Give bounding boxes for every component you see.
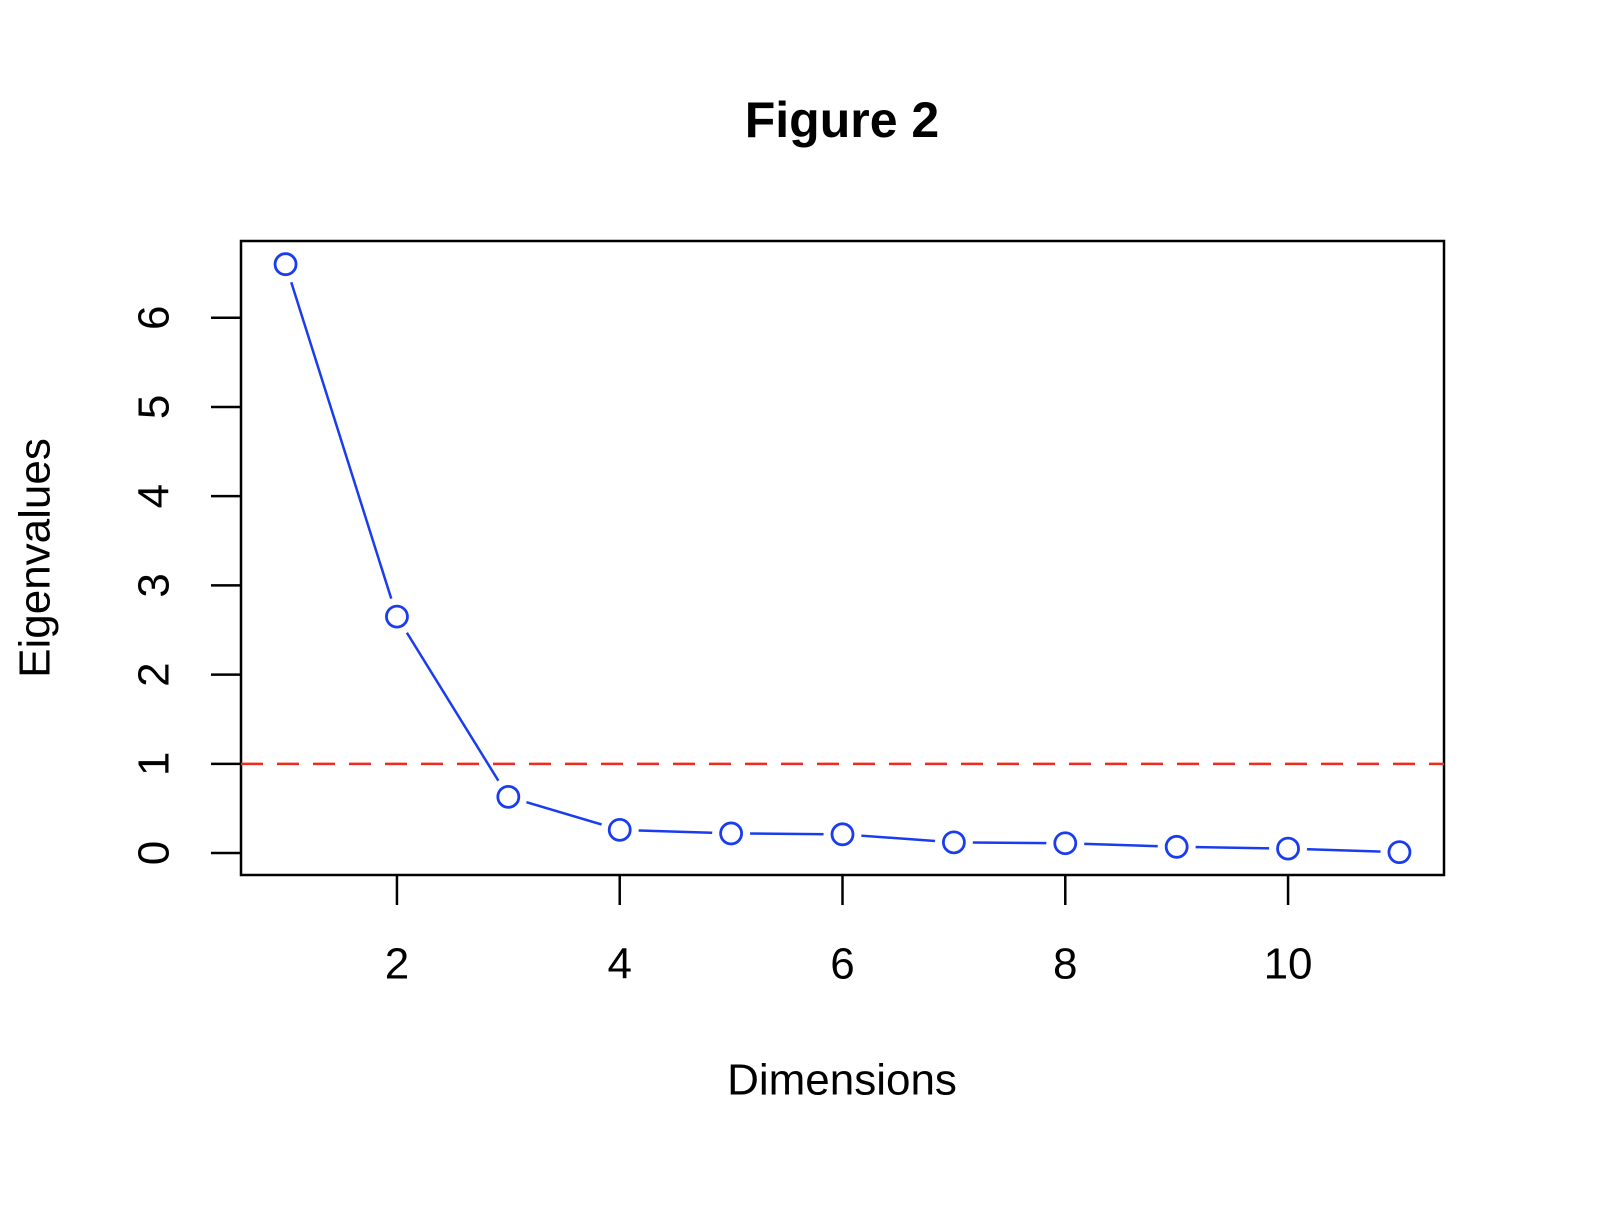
chart-title: Figure 2 (745, 92, 939, 148)
x-tick-label: 2 (385, 940, 409, 989)
point (385, 604, 409, 629)
point (1164, 834, 1189, 859)
point (1387, 840, 1412, 865)
point (830, 822, 855, 847)
y-tick-label: 3 (130, 573, 179, 597)
point (607, 817, 632, 842)
y-tick-label: 1 (130, 752, 179, 776)
y-tick-label: 4 (130, 484, 179, 508)
point (719, 821, 744, 846)
point (496, 784, 521, 809)
y-tick-label: 2 (130, 662, 179, 686)
point (1276, 836, 1300, 861)
point (941, 830, 966, 855)
x-tick-label: 8 (1053, 940, 1077, 989)
y-tick-label: 0 (130, 841, 179, 865)
point (273, 252, 298, 277)
x-tick-label: 6 (830, 940, 854, 989)
y-tick-label: 6 (130, 305, 179, 329)
point (1053, 831, 1078, 856)
x-tick-label: 4 (607, 940, 631, 989)
y-axis-label: Eigenvalues (11, 438, 60, 678)
x-axis-label: Dimensions (727, 1056, 957, 1105)
x-tick-label: 10 (1264, 940, 1313, 989)
y-tick-label: 5 (130, 395, 179, 419)
